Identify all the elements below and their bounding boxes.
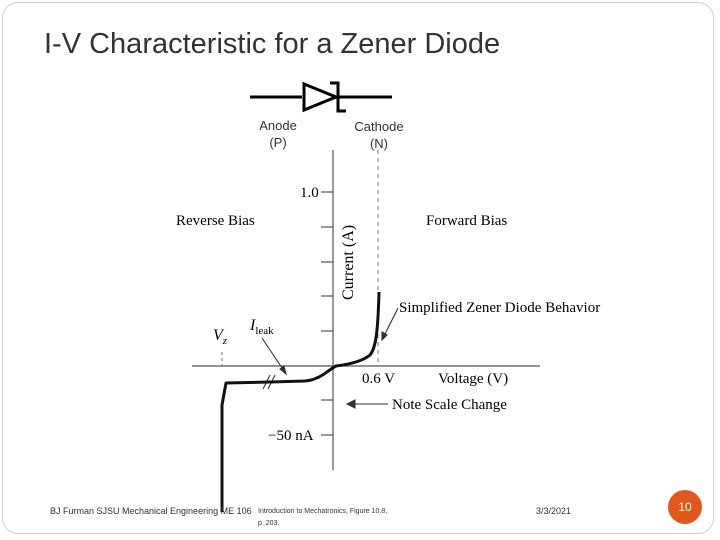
footer-date: 3/3/2021: [536, 506, 572, 516]
footer-reference: Introduction to Mechatronics, Figure 10.…: [258, 508, 388, 527]
reverse-bias-label: Reverse Bias: [176, 213, 255, 229]
scale-note-arrow: [345, 399, 388, 409]
y-axis-ticks: [321, 191, 333, 436]
curve-label: Simplified Zener Diode Behavior: [399, 300, 600, 316]
curve-label-arrow: [381, 307, 399, 342]
cathode-label: Cathode (N): [354, 119, 404, 151]
y-axis-label: Current (A): [340, 225, 357, 300]
vz-label: Vz: [213, 327, 228, 347]
forward-bias-label: Forward Bias: [426, 213, 507, 229]
slide-title: I-V Characteristic for a Zener Diode: [44, 28, 501, 60]
ileak-arrow: [261, 337, 287, 376]
scale-note-label: Note Scale Change: [392, 397, 507, 413]
zener-diode-symbol: [250, 81, 392, 113]
iv-curve: [220, 291, 381, 512]
ileak-label: Ileak: [249, 317, 274, 337]
slide-frame: [2, 2, 714, 534]
x-tick-label: 0.6 V: [362, 371, 395, 387]
y-tick-label-bottom: −50 nA: [268, 428, 314, 444]
anode-label: Anode (P): [259, 118, 297, 150]
page-number-badge: 10: [668, 490, 702, 524]
y-tick-label-top: 1.0: [300, 185, 319, 201]
x-axis-label: Voltage (V): [438, 371, 508, 387]
footer-course: BJ Furman SJSU Mechanical Engineering ME…: [50, 506, 252, 516]
